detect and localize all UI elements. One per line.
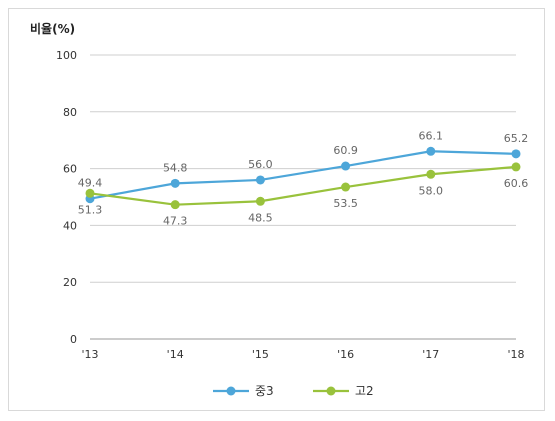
data-label: 56.0 xyxy=(248,158,273,171)
series-lines xyxy=(85,146,521,210)
x-tick-label: '13 xyxy=(81,348,98,361)
x-tick-label: '15 xyxy=(252,348,269,361)
legend-label: 고2 xyxy=(355,384,374,398)
chart-frame xyxy=(8,8,545,411)
data-label: 65.2 xyxy=(504,132,529,145)
x-tick-labels: '13 '14 '15 '16 '17 '18 xyxy=(81,348,524,361)
data-label: 60.9 xyxy=(333,144,358,157)
data-point xyxy=(85,188,95,198)
data-label: 54.8 xyxy=(163,161,188,174)
legend-marker xyxy=(326,386,336,396)
y-tick-label: 80 xyxy=(63,106,77,119)
data-label: 58.0 xyxy=(419,184,444,197)
y-tick-label: 100 xyxy=(56,49,77,62)
y-tick-label: 60 xyxy=(63,163,77,176)
data-point xyxy=(170,178,180,188)
data-label: 66.1 xyxy=(419,129,444,142)
legend-marker xyxy=(226,386,236,396)
x-tick-label: '17 xyxy=(422,348,439,361)
data-labels: 49.4 54.8 56.0 60.9 66.1 65.2 51.3 47.3 48.5 53.5… xyxy=(78,129,529,227)
series-line-중3 xyxy=(89,150,517,200)
data-point xyxy=(426,169,436,179)
data-point xyxy=(341,182,351,192)
data-point xyxy=(255,175,265,185)
data-point xyxy=(426,146,436,156)
y-tick-label: 20 xyxy=(63,276,77,289)
data-point xyxy=(511,149,521,159)
y-tick-labels: 0 20 40 60 80 100 xyxy=(56,49,77,346)
data-point xyxy=(511,162,521,172)
data-label: 47.3 xyxy=(163,215,188,228)
data-point xyxy=(341,161,351,171)
data-label: 51.3 xyxy=(78,203,103,216)
legend-label: 중3 xyxy=(255,384,274,398)
y-tick-label: 40 xyxy=(63,219,77,232)
x-tick-label: '16 xyxy=(337,348,354,361)
x-tick-label: '14 xyxy=(167,348,184,361)
data-point xyxy=(255,196,265,206)
y-axis-label: 비율(%) xyxy=(30,21,75,36)
data-label: 48.5 xyxy=(248,211,273,224)
legend: 중3 고2 xyxy=(213,384,374,398)
data-label: 60.6 xyxy=(504,177,529,190)
grid-lines xyxy=(90,54,516,340)
y-tick-label: 0 xyxy=(70,333,77,346)
data-point xyxy=(170,200,180,210)
x-tick-label: '18 xyxy=(507,348,524,361)
data-label: 49.4 xyxy=(78,177,103,190)
data-label: 53.5 xyxy=(333,197,358,210)
series-line-고2 xyxy=(89,165,517,206)
